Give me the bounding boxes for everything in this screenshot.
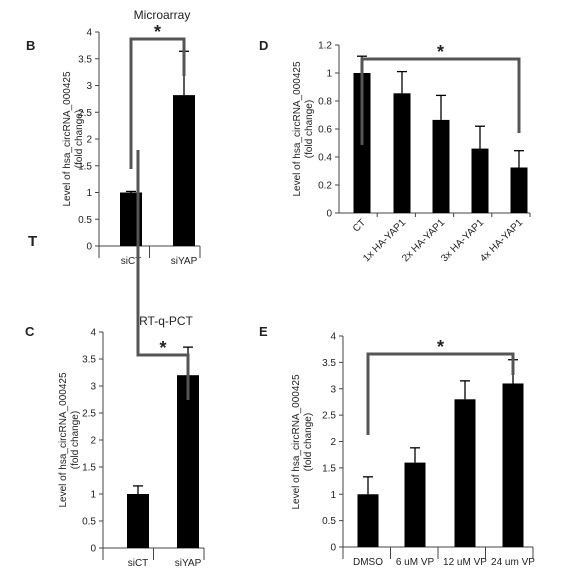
x-tick-label: 6 uM VP [396, 557, 435, 568]
bar [173, 95, 195, 246]
y-tick-label: 2.5 [78, 108, 92, 119]
y-tick-label: 1.5 [78, 161, 92, 172]
y-tick-label: 0 [330, 543, 336, 554]
y-axis-label-line2: (fold change) [304, 100, 315, 158]
y-tick-label: 0.5 [322, 516, 336, 527]
y-tick-label: 0.5 [82, 517, 96, 528]
y-tick-label: 0.6 [318, 125, 332, 136]
x-tick-label: siCT [121, 256, 142, 267]
y-tick-label: 3 [90, 382, 96, 393]
y-tick-label: 0.4 [318, 153, 332, 164]
y-axis-label-line1: Level of hsa_circRNA_000425 [291, 374, 302, 510]
y-axis-label-line1: Level of hsa_circRNA_000425 [58, 372, 69, 508]
panel-letter: E [259, 324, 268, 339]
y-tick-label: 1 [90, 490, 96, 501]
bar [393, 93, 411, 213]
bar [177, 375, 199, 548]
panel-letter: D [259, 38, 268, 53]
significance-bracket [360, 57, 521, 145]
y-tick-label: 0 [326, 209, 332, 220]
y-tick-label: 0.8 [318, 97, 332, 108]
significance-star: * [437, 337, 444, 357]
significance-bracket [136, 150, 190, 400]
y-tick-label: 0 [90, 544, 96, 555]
x-tick-label: CT [351, 217, 368, 234]
significance-bracket [129, 37, 186, 169]
bar [471, 148, 489, 213]
panel-c: C RT-q-PCT Level of hsa_circRNA_000425 (fol… [25, 150, 205, 569]
bar [502, 383, 524, 547]
y-axis-label: Level of hsa_circRNA_000425 (fold change) [62, 71, 85, 207]
significance-star: * [154, 22, 161, 42]
bar [404, 462, 426, 547]
y-tick-label: 0.2 [318, 181, 332, 192]
y-axis-label: Level of hsa_circRNA_000425 (fold change) [58, 372, 81, 508]
x-tick-label: 12 uM VP [443, 557, 487, 568]
y-tick-label: 1.5 [322, 463, 336, 474]
y-tick-label: 3 [86, 81, 92, 92]
y-tick-label: 1.2 [318, 41, 332, 52]
bar [510, 167, 528, 213]
y-tick-label: 4 [86, 28, 92, 39]
bar [127, 494, 149, 548]
y-tick-label: 1 [86, 188, 92, 199]
panel-letter: C [25, 324, 35, 339]
y-tick-label: 3.5 [322, 358, 336, 369]
y-axis-label: Level of hsa_circRNA_000425 (fold change) [292, 61, 315, 197]
panel-d: D Level of hsa_circRNA_000425 (fold change… [259, 38, 531, 264]
y-tick-label: 3 [330, 384, 336, 395]
stray-mark: T [28, 233, 37, 250]
y-axis-label-line1: Level of hsa_circRNA_000425 [292, 61, 303, 197]
y-axis-label-line2: (fold change) [70, 411, 81, 469]
chart-title: Microarray [134, 8, 191, 22]
y-axis-label: Level of hsa_circRNA_000425 (fold change) [291, 374, 314, 510]
y-tick-label: 2.5 [82, 409, 96, 420]
significance-star: * [159, 338, 166, 358]
x-tick-label: siYAP [175, 558, 202, 569]
y-tick-label: 3.5 [82, 355, 96, 366]
y-tick-label: 0 [86, 242, 92, 253]
panel-letter: B [26, 38, 35, 53]
y-tick-label: 1 [330, 490, 336, 501]
bar [454, 399, 476, 547]
y-tick-label: 2 [86, 135, 92, 146]
y-tick-label: 2 [90, 436, 96, 447]
y-tick-label: 2 [330, 437, 336, 448]
y-tick-label: 4 [330, 332, 336, 343]
x-tick-label: 24 um VP [491, 557, 535, 568]
y-tick-label: 2.5 [322, 411, 336, 422]
significance-star: * [437, 42, 444, 62]
x-tick-label: siCT [128, 558, 149, 569]
y-axis-label-line2: (fold change) [74, 110, 85, 168]
bar [357, 494, 379, 547]
y-tick-label: 1.5 [82, 463, 96, 474]
y-tick-label: 3.5 [78, 54, 92, 65]
x-tick-label: 4x HA-YAP1 [478, 217, 525, 264]
bar [432, 119, 450, 213]
x-tick-label: DMSO [353, 557, 383, 568]
significance-bracket [366, 352, 515, 435]
y-axis-label-line1: Level of hsa_circRNA_000425 [62, 71, 73, 207]
chart-title: RT-q-PCT [139, 314, 193, 328]
panel-b: B Microarray Level of hsa_circRNA_000425 (f… [26, 8, 201, 267]
y-axis-label-line2: (fold change) [303, 413, 314, 471]
y-tick-label: 0.5 [78, 215, 92, 226]
y-tick-label: 4 [90, 328, 96, 339]
panel-e: E Level of hsa_circRNA_000425 (fold change… [259, 324, 535, 568]
x-tick-label: siYAP [171, 256, 198, 267]
y-tick-label: 1 [326, 69, 332, 80]
